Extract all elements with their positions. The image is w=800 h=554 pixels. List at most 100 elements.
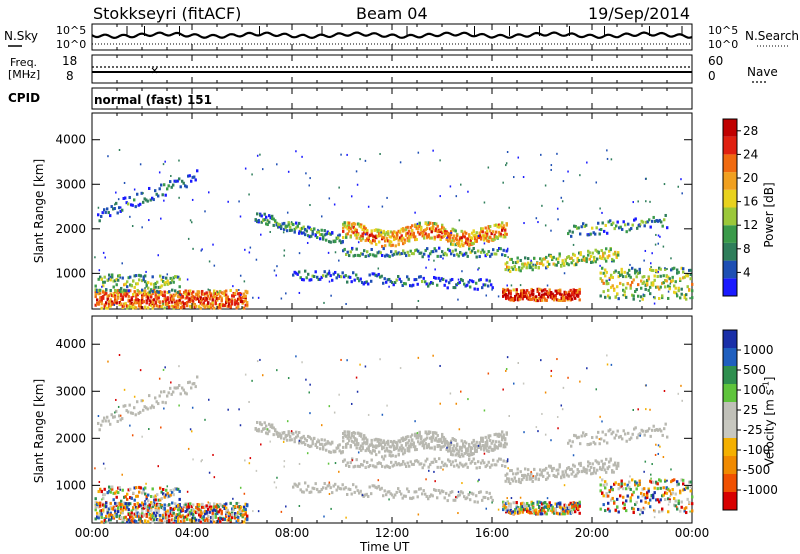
- power-cell: [479, 278, 482, 282]
- power-cell: [637, 224, 640, 228]
- velocity-cell: [363, 435, 366, 439]
- power-cell: [658, 218, 661, 222]
- velocity-speckle: [507, 467, 509, 470]
- velocity-speckle: [483, 409, 486, 412]
- velocity-cell: [108, 485, 111, 489]
- velocity-cell: [366, 441, 369, 445]
- power-cell: [166, 301, 169, 305]
- power-speckle: [561, 200, 564, 203]
- power-cell: [608, 296, 611, 300]
- power-cell: [518, 268, 521, 272]
- power-speckle: [119, 206, 122, 209]
- power-cell: [540, 259, 543, 263]
- velocity-cell: [201, 505, 204, 509]
- power-speckle: [386, 196, 388, 199]
- power-cell: [389, 279, 392, 283]
- velocity-cell: [499, 444, 502, 448]
- power-cell: [456, 238, 459, 242]
- power-speckle: [502, 181, 504, 184]
- velocity-speckle: [338, 393, 340, 396]
- velocity-cell: [308, 490, 311, 494]
- power-cell: [601, 221, 604, 225]
- power-cell: [169, 180, 172, 184]
- power-speckle: [163, 199, 165, 202]
- power-cell: [451, 236, 454, 240]
- velocity-cell: [135, 508, 138, 512]
- velocity-cell: [228, 511, 231, 515]
- power-cell: [406, 250, 409, 254]
- velocity-cell: [199, 513, 202, 517]
- velocity-cell: [175, 504, 178, 508]
- velocity-cell: [147, 520, 150, 524]
- velocity-cell: [498, 432, 501, 436]
- power-speckle: [457, 298, 459, 301]
- power-cell: [502, 233, 505, 237]
- velocity-cell: [569, 507, 572, 511]
- power-cell: [152, 198, 155, 202]
- power-cell: [676, 294, 679, 298]
- velocity-cell: [457, 465, 460, 469]
- velocity-cell: [150, 494, 153, 498]
- velocity-cell: [154, 508, 157, 512]
- velocity-cell: [148, 512, 151, 516]
- power-cell: [623, 290, 626, 294]
- power-cell: [552, 255, 555, 259]
- power-cell: [492, 238, 495, 242]
- power-cell: [548, 253, 551, 257]
- velocity-speckle: [213, 476, 216, 479]
- power-cell: [415, 225, 418, 229]
- velocity-cell: [142, 513, 145, 517]
- velocity-cell: [509, 481, 512, 485]
- velocity-cell: [231, 516, 234, 520]
- power-speckle: [629, 263, 631, 266]
- velocity-cell: [465, 451, 468, 455]
- power-cell: [335, 276, 338, 280]
- power-cell: [396, 236, 399, 240]
- power-cell: [153, 298, 156, 302]
- velocity-cell: [405, 442, 408, 446]
- velocity-cell: [109, 511, 112, 515]
- velocity-cell: [415, 432, 418, 436]
- power-cell: [226, 295, 229, 299]
- velocity-cell: [521, 478, 524, 482]
- velocity-cell: [225, 502, 228, 506]
- velocity-cell: [235, 501, 238, 505]
- power-cell: [557, 288, 560, 292]
- velocity-cell: [346, 442, 349, 446]
- velocity-cell: [674, 499, 677, 503]
- velocity-speckle: [434, 480, 436, 483]
- power-cell: [377, 272, 380, 276]
- velocity-speckle: [367, 413, 370, 416]
- power-cell: [348, 229, 351, 233]
- power-cell: [115, 201, 118, 205]
- velocity-cell: [460, 449, 463, 453]
- velocity-cell: [192, 516, 195, 520]
- velocity-cell: [226, 518, 229, 522]
- power-cell: [682, 267, 685, 271]
- power-cell: [277, 225, 280, 229]
- power-cell: [401, 283, 404, 287]
- power-cell: [487, 236, 490, 240]
- velocity-cell: [420, 441, 423, 445]
- velocity-cell: [284, 433, 287, 437]
- power-cell: [177, 290, 180, 294]
- power-cell: [178, 295, 181, 299]
- power-cell: [111, 273, 114, 277]
- power-cell: [597, 221, 600, 225]
- velocity-cell: [628, 437, 631, 441]
- velocity-cell: [489, 434, 492, 438]
- velocity-cell: [345, 434, 348, 438]
- power-speckle: [239, 215, 242, 218]
- power-cell: [139, 290, 142, 294]
- power-cell: [160, 183, 163, 187]
- power-cell: [540, 262, 543, 266]
- velocity-cell: [451, 448, 454, 452]
- velocity-cell: [108, 518, 111, 522]
- power-cell: [545, 266, 548, 270]
- velocity-cell: [483, 444, 486, 448]
- power-cell: [166, 303, 169, 307]
- velocity-cell: [118, 514, 121, 518]
- power-cell: [489, 224, 492, 228]
- power-cell: [686, 274, 689, 278]
- freq-left-tick-bottom: 8: [66, 69, 74, 83]
